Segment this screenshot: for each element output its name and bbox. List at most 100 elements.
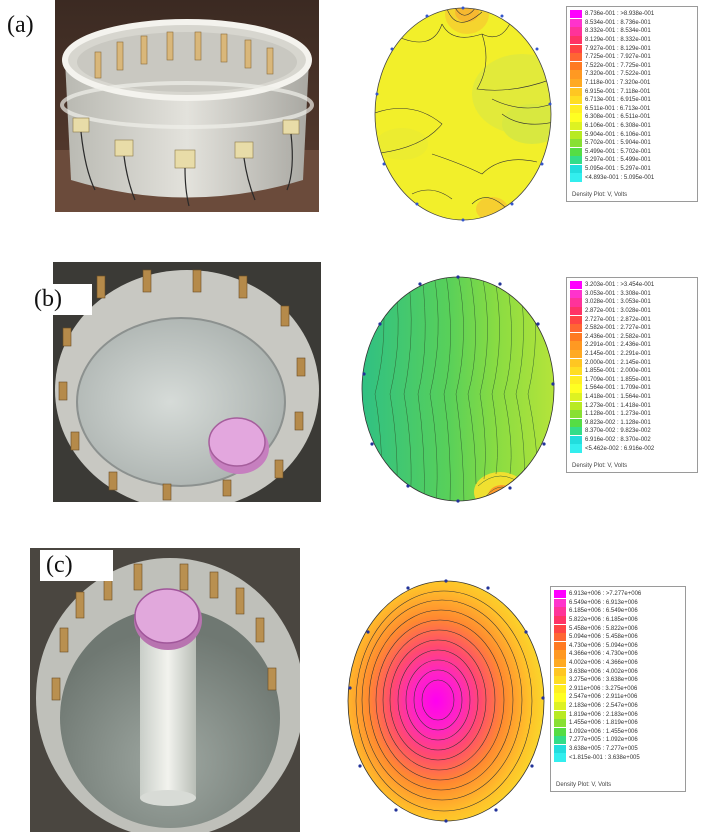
- legend-row: 7.522e-001 : 7.725e-001: [570, 61, 694, 71]
- legend-swatch: [570, 18, 582, 27]
- panel-a-legend-rows: 8.736e-001 : >8.938e-001 8.534e-001 : 8.7…: [570, 10, 694, 182]
- legend-row: 1.092e+006 : 1.455e+006: [554, 727, 682, 737]
- legend-row: 3.275e+006 : 3.638e+006: [554, 676, 682, 685]
- legend-row: 2.145e-001 : 2.291e-001: [570, 349, 694, 359]
- legend-swatch: [554, 676, 566, 685]
- legend-row: 1.128e-001 : 1.273e-001: [570, 410, 694, 419]
- legend-range-text: 6.308e-001 : 6.511e-001: [585, 114, 651, 121]
- panel-b-photo: [53, 262, 321, 502]
- legend-range-text: 8.736e-001 : >8.938e-001: [585, 11, 655, 18]
- legend-swatch: [554, 633, 566, 642]
- legend-swatch: [570, 332, 582, 341]
- legend-row: 1.819e+006 : 2.183e+006: [554, 710, 682, 719]
- legend-range-text: 9.823e-002 : 1.128e-001: [585, 419, 651, 426]
- legend-swatch: [570, 427, 582, 436]
- legend-swatch: [554, 590, 566, 599]
- legend-range-text: 6.185e+006 : 6.549e+006: [569, 608, 638, 615]
- legend-row: 5.297e-001 : 5.499e-001: [570, 156, 694, 165]
- legend-row: 6.185e+006 : 6.549e+006: [554, 607, 682, 616]
- legend-swatch: [570, 384, 582, 393]
- legend-range-text: 1.092e+006 : 1.455e+006: [569, 728, 638, 735]
- legend-range-text: 7.725e-001 : 7.927e-001: [585, 54, 651, 61]
- legend-swatch: [570, 392, 582, 402]
- legend-range-text: 4.366e+006 : 4.730e+006: [569, 651, 638, 658]
- legend-swatch: [570, 341, 582, 350]
- legend-range-text: 7.927e-001 : 8.129e-001: [585, 45, 651, 52]
- legend-swatch: [570, 418, 582, 427]
- legend-row: 6.308e-001 : 6.511e-001: [570, 113, 694, 122]
- legend-range-text: 5.499e-001 : 5.702e-001: [585, 148, 651, 155]
- panel-b-legend: 3.203e-001 : >3.454e-001 3.053e-001 : 3.3…: [566, 277, 698, 473]
- legend-swatch: [554, 727, 566, 736]
- legend-range-text: 2.145e-001 : 2.291e-001: [585, 351, 651, 358]
- legend-row: 3.638e+005 : 7.277e+005: [554, 744, 682, 754]
- legend-swatch: [570, 53, 582, 62]
- legend-range-text: 3.053e-001 : 3.308e-001: [585, 290, 651, 297]
- legend-row: 6.913e+006 : >7.277e+006: [554, 590, 682, 599]
- legend-swatch: [570, 358, 582, 367]
- legend-range-text: 4.730e+006 : 5.094e+006: [569, 642, 638, 649]
- legend-range-text: 6.106e-001 : 6.308e-001: [585, 123, 651, 130]
- legend-row: 3.028e-001 : 3.053e-001: [570, 298, 694, 307]
- legend-swatch: [570, 324, 582, 333]
- legend-range-text: 7.118e-001 : 7.320e-001: [585, 80, 651, 87]
- legend-row: 6.915e-001 : 7.118e-001: [570, 87, 694, 96]
- legend-range-text: 1.273e-001 : 1.418e-001: [585, 402, 651, 409]
- legend-row: 1.418e-001 : 1.564e-001: [570, 392, 694, 402]
- legend-row: 4.002e+006 : 4.366e+006: [554, 658, 682, 668]
- legend-range-text: 1.709e-001 : 1.855e-001: [585, 376, 651, 383]
- legend-row: 5.499e-001 : 5.702e-001: [570, 147, 694, 157]
- panel-a-legend-footer: Density Plot: V, Volts: [572, 192, 628, 198]
- legend-row: 7.725e-001 : 7.927e-001: [570, 53, 694, 62]
- legend-range-text: 1.819e+006 : 2.183e+006: [569, 711, 638, 718]
- legend-swatch: [570, 444, 582, 453]
- legend-swatch: [570, 367, 582, 376]
- legend-swatch: [570, 104, 582, 113]
- legend-swatch: [554, 624, 566, 633]
- legend-range-text: 2.727e-001 : 2.872e-001: [585, 316, 651, 323]
- legend-range-text: 6.549e+006 : 6.913e+006: [569, 599, 638, 606]
- legend-swatch: [554, 667, 566, 676]
- legend-swatch: [570, 130, 582, 139]
- panel-b-legend-footer: Density Plot: V, Volts: [572, 463, 628, 469]
- panel-a-density-map: [372, 4, 554, 229]
- legend-row: 1.273e-001 : 1.418e-001: [570, 401, 694, 410]
- legend-range-text: 6.713e-001 : 6.915e-001: [585, 97, 651, 104]
- legend-range-text: 1.855e-001 : 2.000e-001: [585, 368, 651, 375]
- legend-range-text: 4.002e+006 : 4.366e+006: [569, 660, 638, 667]
- legend-swatch: [570, 164, 582, 174]
- panel-b-label: (b): [28, 284, 92, 315]
- legend-swatch: [554, 753, 566, 762]
- legend-swatch: [570, 306, 582, 316]
- legend-swatch: [570, 61, 582, 70]
- legend-row: 1.709e-001 : 1.855e-001: [570, 375, 694, 385]
- legend-row: 6.106e-001 : 6.308e-001: [570, 121, 694, 131]
- legend-row: 2.727e-001 : 2.872e-001: [570, 315, 694, 324]
- legend-row: 8.370e-002 : 9.823e-002: [570, 427, 694, 436]
- legend-range-text: 1.418e-001 : 1.564e-001: [585, 394, 651, 401]
- legend-range-text: 3.203e-001 : >3.454e-001: [585, 282, 655, 289]
- legend-range-text: 8.370e-002 : 9.823e-002: [585, 428, 651, 435]
- legend-range-text: 3.028e-001 : 3.053e-001: [585, 299, 651, 306]
- legend-swatch: [570, 401, 582, 410]
- legend-row: 5.095e-001 : 5.297e-001: [570, 164, 694, 174]
- legend-range-text: 8.332e-001 : 8.534e-001: [585, 28, 651, 35]
- legend-swatch: [570, 35, 582, 45]
- legend-range-text: 1.564e-001 : 1.709e-001: [585, 385, 651, 392]
- legend-swatch: [570, 156, 582, 165]
- legend-row: 8.736e-001 : >8.938e-001: [570, 10, 694, 19]
- legend-row: 7.118e-001 : 7.320e-001: [570, 78, 694, 88]
- panel-c-legend-footer: Density Plot: V, Volts: [556, 782, 612, 788]
- legend-row: 6.549e+006 : 6.913e+006: [554, 598, 682, 608]
- legend-swatch: [570, 70, 582, 79]
- legend-range-text: 5.458e+006 : 5.822e+006: [569, 625, 638, 632]
- legend-swatch: [570, 27, 582, 36]
- legend-row: <5.462e-002 : 6.916e-002: [570, 444, 694, 453]
- legend-row: 5.904e-001 : 6.106e-001: [570, 130, 694, 139]
- legend-range-text: 2.291e-001 : 2.436e-001: [585, 342, 651, 349]
- panel-b-legend-rows: 3.203e-001 : >3.454e-001 3.053e-001 : 3.3…: [570, 281, 694, 453]
- legend-row: 1.564e-001 : 1.709e-001: [570, 384, 694, 393]
- legend-swatch: [554, 641, 566, 650]
- legend-row: 2.000e-001 : 2.145e-001: [570, 358, 694, 367]
- legend-row: 5.094e+006 : 5.458e+006: [554, 633, 682, 642]
